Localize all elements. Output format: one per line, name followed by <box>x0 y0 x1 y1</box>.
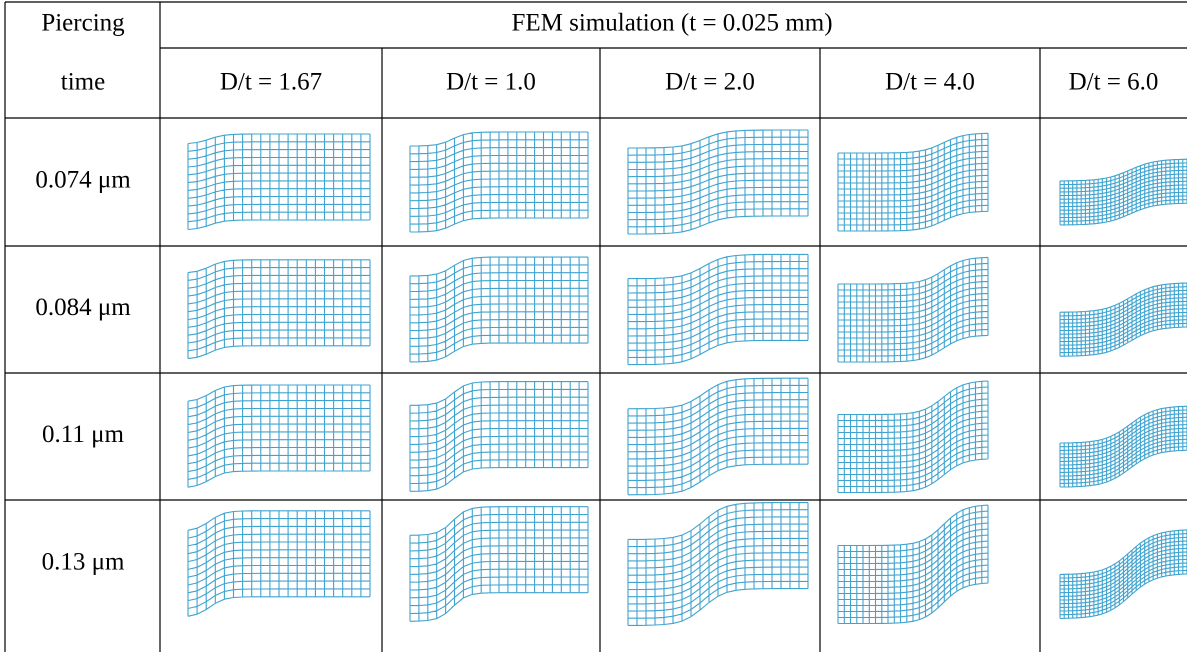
column-header: D/t = 1.67 <box>220 69 322 96</box>
fem-mesh <box>628 254 808 364</box>
fem-mesh <box>188 385 370 487</box>
fem-mesh <box>1060 406 1187 487</box>
fem-mesh <box>1060 159 1187 225</box>
fem-mesh <box>1060 283 1187 356</box>
fem-mesh <box>628 503 808 626</box>
fem-mesh <box>838 133 988 231</box>
fem-mesh <box>410 132 588 232</box>
fem-mesh <box>628 378 808 495</box>
cells: D/t = 1.67 D/t = 1.0 D/t = 2.0 D/t = 4.0 D/t… <box>35 69 1187 626</box>
fem-mesh <box>188 511 370 617</box>
corner-header: Piercing <box>41 10 125 37</box>
fem-mesh <box>410 507 588 622</box>
fem-mesh <box>838 257 988 362</box>
column-header: D/t = 2.0 <box>665 69 755 96</box>
column-header: D/t = 4.0 <box>885 69 975 96</box>
fem-mesh <box>410 257 588 362</box>
row-label: 0.074 μm <box>35 167 131 194</box>
corner-header: time <box>61 69 105 96</box>
span-header: FEM simulation (t = 0.025 mm) <box>511 10 832 37</box>
fem-mesh <box>838 505 988 623</box>
fem-mesh <box>188 134 370 230</box>
column-header: D/t = 1.0 <box>446 69 536 96</box>
fem-mesh <box>188 260 370 359</box>
row-label: 0.11 μm <box>42 421 124 448</box>
row-label: 0.13 μm <box>42 549 125 576</box>
fem-mesh <box>1060 530 1187 619</box>
column-header: D/t = 6.0 <box>1069 69 1159 96</box>
fem-mesh <box>410 382 588 492</box>
row-label: 0.084 μm <box>35 294 131 321</box>
table: Piercing time FEM simulation (t = 0.025 … <box>0 0 1187 652</box>
fem-mesh <box>628 130 808 234</box>
fem-mesh <box>838 381 988 493</box>
